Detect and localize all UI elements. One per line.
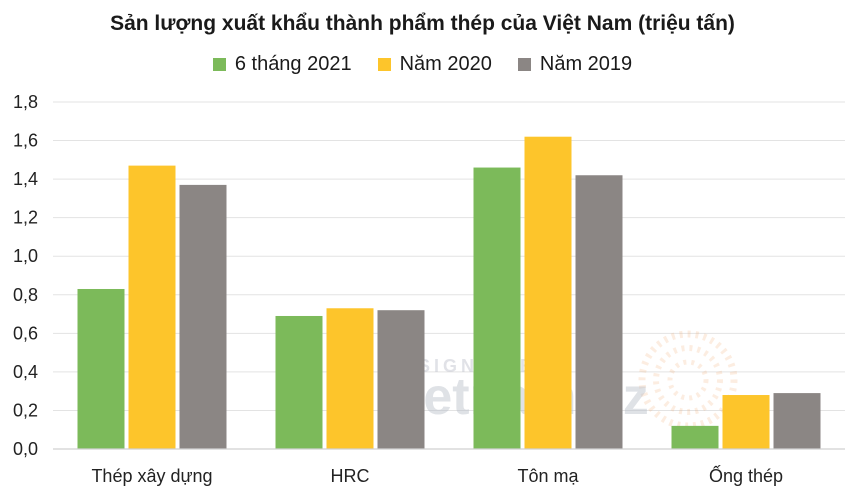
legend-label-series-1: 6 tháng 2021 xyxy=(234,53,352,75)
legend-item-series-2: Năm 2020 xyxy=(377,53,492,76)
y-tick-label: 0,6 xyxy=(13,323,38,343)
x-category-label: Thép xây dựng xyxy=(91,466,212,486)
y-axis-tick-labels: 0,0 0,2 0,4 0,6 0,8 1,0 1,2 1,4 1,6 1,8 xyxy=(13,92,38,459)
y-tick-label: 0,4 xyxy=(13,362,38,382)
x-category-label: Tôn mạ xyxy=(517,466,579,486)
legend: 6 tháng 2021 Năm 2020 Năm 2019 xyxy=(0,53,845,76)
y-tick-label: 1,4 xyxy=(13,169,38,189)
bar-1-1 xyxy=(77,288,125,449)
bar-2-3 xyxy=(524,136,572,449)
bar-1-2 xyxy=(275,315,323,449)
y-tick-label: 1,6 xyxy=(13,131,38,151)
bar-2-4 xyxy=(722,395,770,449)
bar-2-1 xyxy=(128,165,176,449)
bar-1-3 xyxy=(473,167,521,450)
y-tick-label: 1,2 xyxy=(13,208,38,228)
bar-3-1 xyxy=(179,184,227,449)
x-category-label: HRC xyxy=(331,466,370,486)
bar-3-4 xyxy=(773,393,821,449)
y-tick-label: 1,0 xyxy=(13,246,38,266)
x-category-label: Ống thép xyxy=(709,465,783,486)
y-tick-label: 0,2 xyxy=(13,400,38,420)
y-tick-label: 0,0 xyxy=(13,439,38,459)
legend-item-series-3: Năm 2019 xyxy=(517,53,633,76)
bar-3-3 xyxy=(575,175,623,449)
legend-swatch-series-2 xyxy=(377,58,391,71)
bars xyxy=(77,136,821,450)
legend-swatch-series-3 xyxy=(517,58,531,71)
legend-swatch-series-1 xyxy=(212,58,226,71)
legend-label-series-2: Năm 2020 xyxy=(399,53,492,75)
chart-title: Sản lượng xuất khẩu thành phẩm thép của … xyxy=(110,12,735,35)
bar-3-2 xyxy=(377,310,425,449)
legend-item-series-1: 6 tháng 2021 xyxy=(212,53,352,76)
bar-2-2 xyxy=(326,308,374,449)
legend-label-series-3: Năm 2019 xyxy=(539,53,633,75)
bar-1-4 xyxy=(671,425,719,449)
x-axis-category-labels: Thép xây dựng HRC Tôn mạ Ống thép xyxy=(91,465,783,486)
y-tick-label: 1,8 xyxy=(13,92,38,112)
y-tick-label: 0,8 xyxy=(13,285,38,305)
watermark-logo-icon xyxy=(638,330,738,430)
